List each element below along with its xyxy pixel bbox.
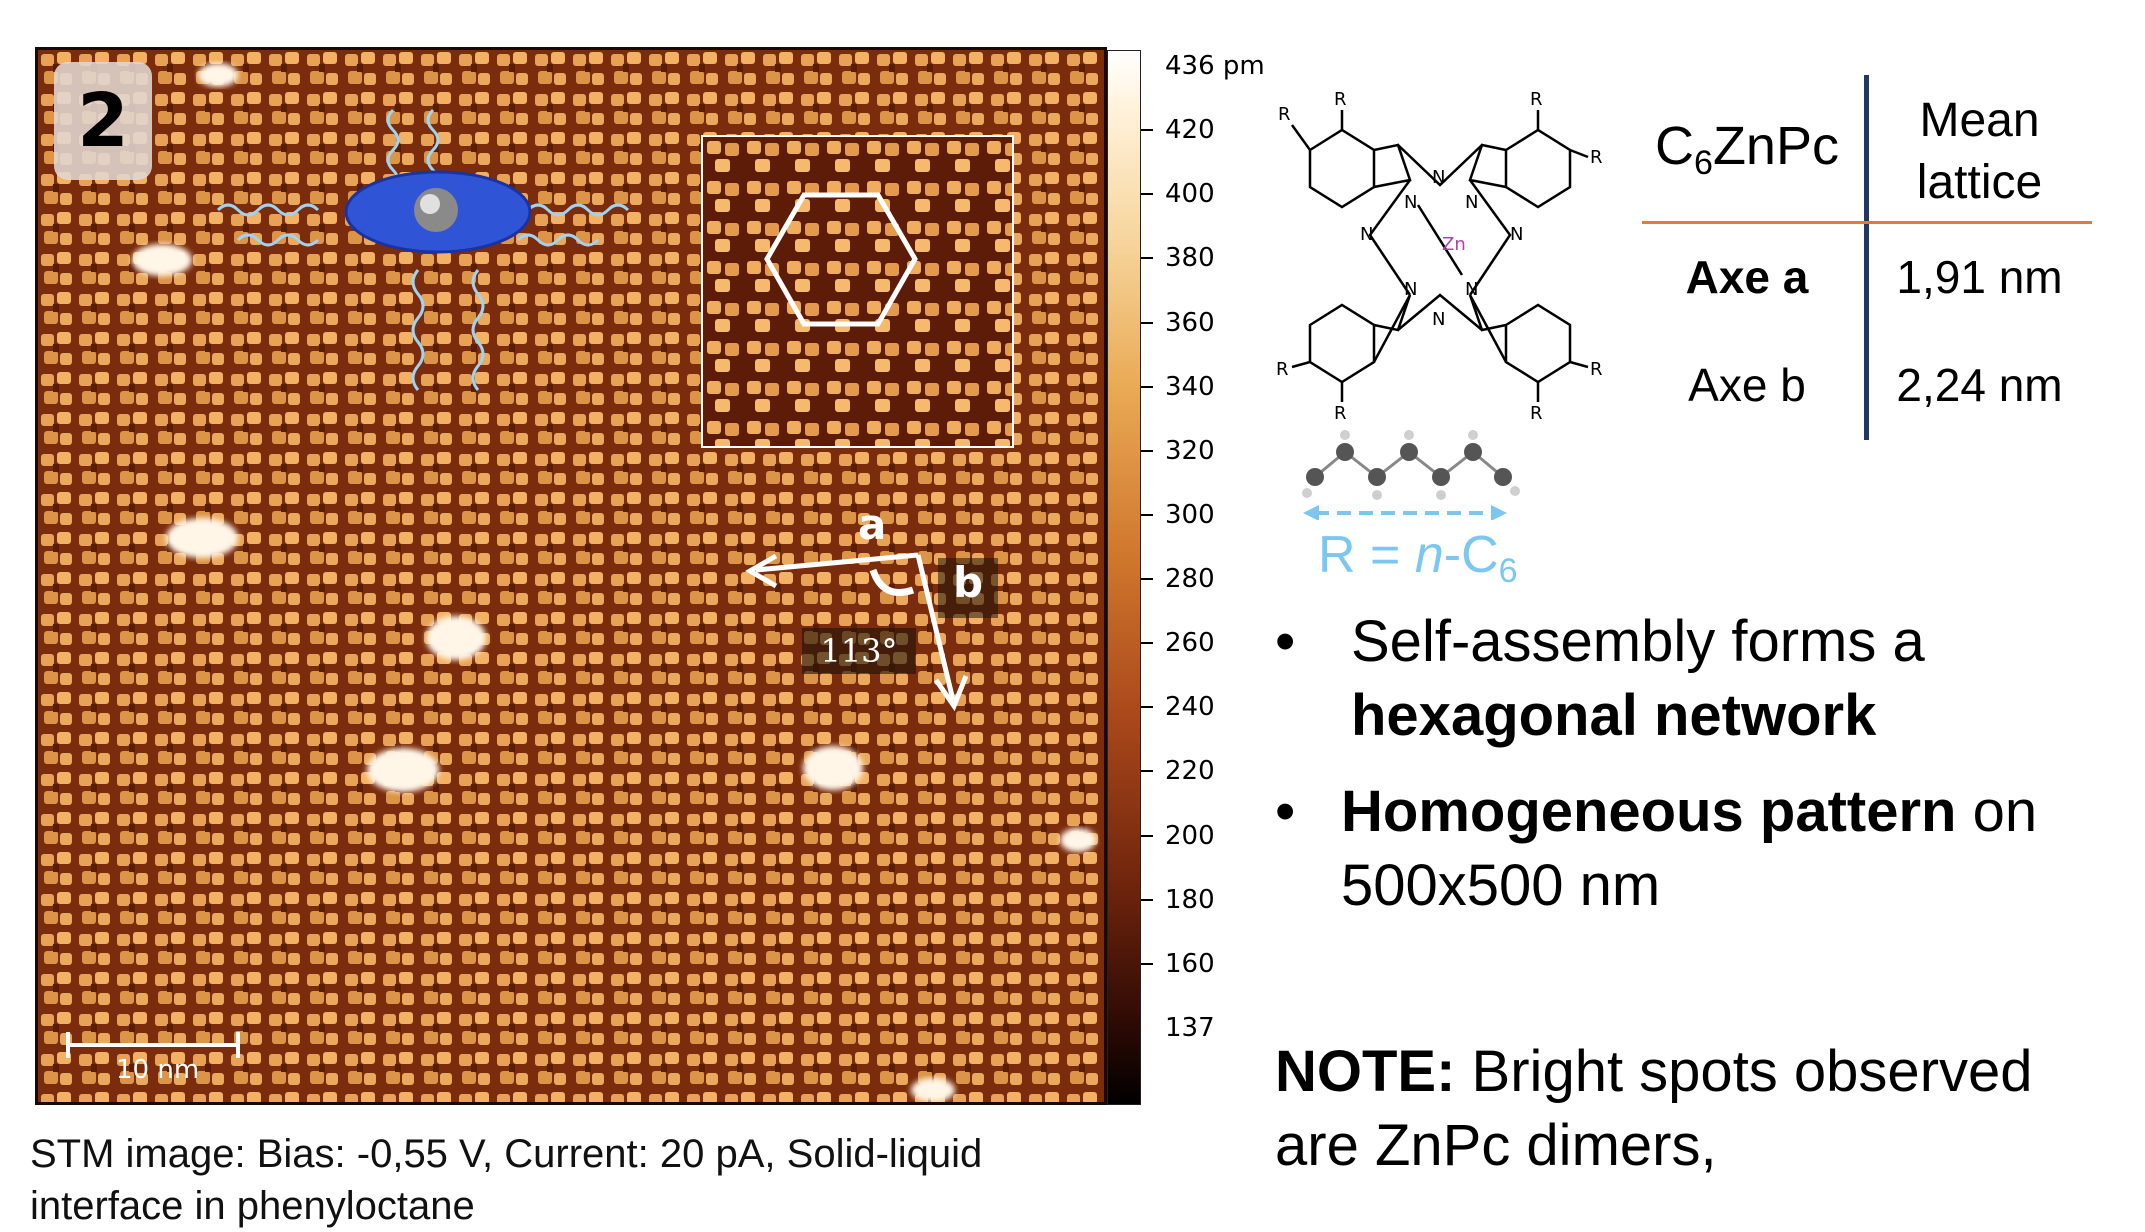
colorbar-tick-label: 380 — [1165, 243, 1215, 274]
colorbar-tick — [1141, 321, 1153, 324]
vector-b-label-bg — [938, 558, 998, 618]
height-colorbar — [1107, 50, 1141, 1105]
substituent-r-label: R — [1334, 89, 1347, 110]
colorbar-tick-label: 360 — [1165, 307, 1215, 338]
bullet-symbol: • — [1275, 609, 1296, 674]
stm-inset-zoom — [701, 135, 1014, 448]
nitrogen-label: N — [1360, 224, 1373, 245]
row-axe-b-label: Axe b — [1688, 359, 1806, 411]
bright-spot — [198, 63, 238, 87]
vector-b-label: b — [953, 558, 984, 607]
nitrogen-label: N — [1465, 192, 1478, 213]
colorbar-tick-label: 137 — [1165, 1013, 1215, 1043]
scale-bar — [66, 1032, 240, 1058]
substituent-r-label: R — [1530, 89, 1543, 110]
stm-image: 2 a b 113° 10 nm — [35, 47, 1107, 1105]
colorbar-tick — [1141, 898, 1153, 901]
substituent-r-label: R — [1334, 403, 1347, 424]
row-axe-a-value: 1,91 nm — [1896, 251, 2063, 303]
colorbar-tick — [1141, 257, 1153, 260]
colorbar-tick — [1141, 962, 1153, 965]
colorbar-tick — [1141, 513, 1153, 516]
table-horizontal-rule — [1642, 221, 2092, 224]
angle-label: 113° — [820, 632, 898, 670]
bright-spot — [911, 1078, 955, 1102]
r-substituent-definition: R = n-C6 — [1318, 526, 1518, 590]
angle-label-bg: 113° — [802, 628, 916, 674]
note-label: NOTE: — [1275, 1039, 1456, 1104]
colorbar-tick-label: 400 — [1165, 179, 1215, 210]
colorbar-tick-label: 436 pm — [1165, 51, 1265, 81]
caption-line-2: interface in phenyloctane — [30, 1184, 475, 1228]
hexyl-chain-model — [1302, 430, 1520, 520]
scale-bar-label: 10 nm — [116, 1055, 200, 1085]
table-compound-header: C6ZnPc — [1655, 116, 1839, 182]
colorbar-tick — [1141, 770, 1153, 773]
nitrogen-label: N — [1465, 279, 1478, 300]
substituent-r-label: R — [1278, 104, 1291, 125]
bullet-list: • Self-assembly forms a hexagonal networ… — [1275, 605, 2115, 923]
bullet-item-2: • Homogeneous pattern on 500x500 nm — [1275, 775, 2115, 923]
colorbar-tick — [1141, 642, 1153, 645]
colorbar-tick-label: 240 — [1165, 692, 1215, 723]
nitrogen-label: N — [1404, 192, 1417, 213]
colorbar-tick — [1141, 449, 1153, 452]
row-axe-b-value: 2,24 nm — [1896, 359, 2063, 411]
bright-spot — [166, 518, 238, 558]
molecule-cartoon — [216, 108, 630, 391]
bright-spot — [426, 616, 486, 660]
substituent-r-label: R — [1590, 359, 1603, 380]
lattice-parameter-table: C6ZnPc Mean lattice Axe a 1,91 nm Axe b … — [1630, 75, 2092, 445]
nitrogen-label: N — [1404, 279, 1417, 300]
colorbar-tick-label: 340 — [1165, 371, 1215, 402]
nitrogen-label: N — [1432, 167, 1445, 188]
colorbar-tick — [1141, 834, 1153, 837]
panel-number: 2 — [54, 62, 152, 180]
nitrogen-label: N — [1510, 224, 1523, 245]
colorbar-tick-label: 280 — [1165, 564, 1215, 595]
nitrogen-label: N — [1432, 309, 1445, 330]
table-mean-lattice-header: Mean lattice — [1916, 94, 2043, 209]
colorbar-tick-label: 160 — [1165, 948, 1215, 979]
colorbar-tick — [1141, 706, 1153, 709]
bullet-item-1: • Self-assembly forms a hexagonal networ… — [1275, 605, 2115, 753]
colorbar-tick — [1141, 385, 1153, 388]
zinc-label: Zn — [1442, 234, 1466, 255]
caption-line-1: STM image: Bias: -0,55 V, Current: 20 pA… — [30, 1132, 983, 1176]
colorbar-tick-label: 220 — [1165, 756, 1215, 787]
colorbar-tick-label: 320 — [1165, 435, 1215, 466]
figure-caption: STM image: Bias: -0,55 V, Current: 20 pA… — [30, 1128, 1090, 1232]
lattice-vectors — [744, 552, 969, 712]
colorbar-tick-label: 180 — [1165, 884, 1215, 915]
colorbar-tick — [1141, 129, 1153, 132]
colorbar-tick-label: 260 — [1165, 628, 1215, 659]
colorbar-tick — [1141, 578, 1153, 581]
colorbar-tick — [1141, 193, 1153, 196]
substituent-r-label: R — [1530, 403, 1543, 424]
colorbar-tick-label: 300 — [1165, 499, 1215, 530]
substituent-r-label: R — [1276, 359, 1289, 380]
note-text: NOTE: Bright spots observed are ZnPc dim… — [1275, 1039, 2033, 1178]
bright-spot — [1060, 828, 1096, 852]
colorbar-tick-label: 420 — [1165, 115, 1215, 146]
table-vertical-rule — [1864, 75, 1869, 440]
bullet-symbol: • — [1275, 779, 1296, 844]
colorbar-tick-label: 200 — [1165, 820, 1215, 851]
hexagon-overlay — [764, 192, 918, 327]
substituent-r-label: R — [1590, 147, 1603, 168]
bright-spot — [367, 748, 439, 792]
row-axe-a-label: Axe a — [1685, 251, 1809, 303]
vector-a-label: a — [858, 500, 887, 549]
bright-spot — [132, 244, 192, 276]
bright-spot — [803, 746, 863, 790]
